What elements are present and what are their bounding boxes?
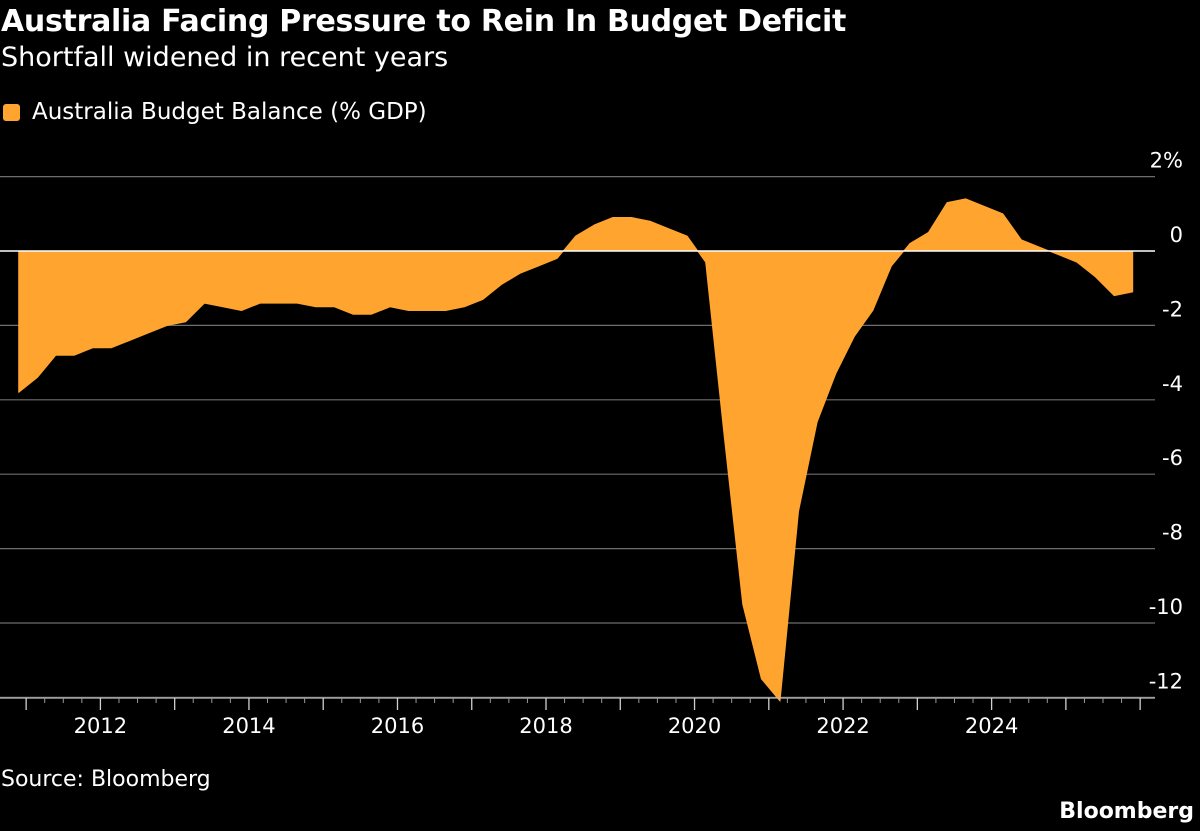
x-tick-label: 2012 [74,714,127,738]
brand-logo: Bloomberg [1059,799,1194,824]
x-tick-label: 2022 [816,714,869,738]
y-tick-label: -4 [1162,372,1183,396]
y-tick-label: -8 [1162,521,1183,545]
y-tick-label: -12 [1149,669,1183,693]
y-tick-label: -6 [1162,446,1183,470]
x-tick-label: 2016 [371,714,424,738]
legend-swatch [3,103,20,121]
legend: Australia Budget Balance (% GDP) [3,99,427,125]
y-tick-label: 0 [1170,223,1183,247]
y-tick-label: -2 [1162,297,1183,321]
y-tick-label: -10 [1149,595,1183,619]
x-tick-label: 2020 [668,714,721,738]
area-series [18,198,1134,702]
x-tick-label: 2014 [222,714,275,738]
chart-subtitle: Shortfall widened in recent years [1,42,449,73]
x-tick-label: 2018 [519,714,572,738]
legend-label: Australia Budget Balance (% GDP) [32,99,427,125]
y-tick-label: 2% [1150,149,1183,173]
x-tick-label: 2024 [965,714,1018,738]
source-note: Source: Bloomberg [1,767,211,792]
chart-title: Australia Facing Pressure to Rein In Bud… [1,4,847,39]
